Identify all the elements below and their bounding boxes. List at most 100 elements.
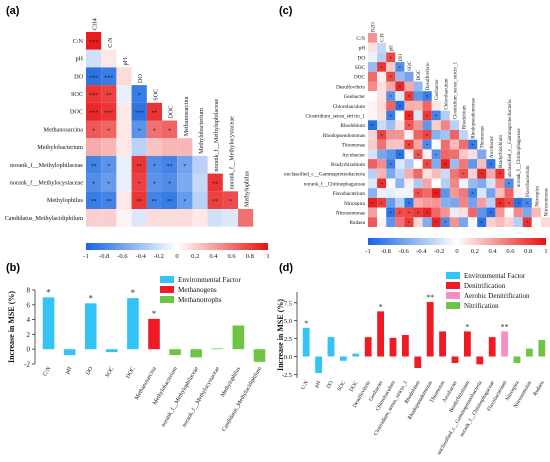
- heatmap-cell: [422, 100, 432, 111]
- significance-mark: *: [408, 125, 411, 130]
- heatmap-cell: [368, 207, 378, 218]
- heatmap-cell: [395, 139, 405, 150]
- heatmap-cell: [431, 178, 441, 189]
- row-label: Geobacter: [344, 94, 366, 100]
- row-label: SOC: [355, 65, 366, 71]
- heatmap-cell: [131, 138, 147, 156]
- heatmap-cell: [86, 155, 102, 174]
- col-label: unclassified_c__Gammaproteobacteria: [508, 99, 513, 178]
- heatmap-cell: [131, 191, 147, 209]
- bar: [463, 331, 471, 357]
- significance-mark: *: [379, 302, 383, 311]
- legend-label: Aerobic Denitrification: [464, 292, 530, 300]
- significance-mark: *: [183, 164, 186, 170]
- heatmap-cell: [377, 71, 387, 82]
- heatmap-cell: [477, 217, 487, 227]
- heatmap-cell: [177, 173, 193, 192]
- heatmap-cell: [377, 149, 387, 160]
- significance-mark: *: [153, 164, 156, 170]
- panel-label-b: (b): [6, 262, 20, 274]
- heatmap-cell: [504, 207, 514, 218]
- y-tick-label: 4: [27, 316, 31, 324]
- significance-mark: *: [183, 199, 186, 205]
- significance-mark: *: [426, 163, 429, 168]
- heatmap-cell: [377, 42, 387, 53]
- bar: [426, 302, 434, 357]
- heatmap-cell: [431, 207, 441, 218]
- heatmap-cell: [162, 120, 178, 139]
- heatmap-cell: [395, 100, 405, 111]
- significance-mark: *: [390, 163, 393, 168]
- heatmap-cell: [131, 102, 147, 121]
- heatmap-cell: [495, 178, 505, 189]
- significance-mark: *: [426, 134, 429, 139]
- heatmap-cell: [86, 138, 102, 156]
- heatmap-cell: [459, 159, 469, 169]
- colorbar-tick: 0: [175, 253, 178, 260]
- legend-label: Environmental Factor: [464, 272, 526, 280]
- bar: [127, 298, 139, 350]
- heatmap-cell: [404, 130, 414, 140]
- heatmap-cell: [422, 130, 432, 140]
- bar: [439, 331, 447, 357]
- category-label: norank_f__Methylophilaceae: [160, 365, 200, 428]
- heatmap-cell: [413, 178, 423, 189]
- colorbar-tick: 0.6: [506, 248, 515, 255]
- heatmap-cell: [131, 209, 147, 227]
- heatmap-cell: [177, 191, 193, 209]
- col-label: norank_f__Methylophilaceae: [213, 98, 220, 171]
- colorbar: [86, 243, 268, 250]
- heatmap-cell: [395, 130, 405, 140]
- col-label: Bradyrhizobium: [499, 135, 504, 168]
- significance-mark: *: [517, 202, 520, 207]
- significance-mark: *: [138, 181, 141, 187]
- heatmap-cell: [477, 168, 487, 179]
- significance-mark: *: [481, 173, 484, 178]
- heatmap-cell: [413, 207, 423, 218]
- panel-label-d: (d): [279, 262, 293, 274]
- heatmap-cell: [422, 188, 432, 198]
- heatmap-cell: [101, 120, 117, 139]
- colorbar-tick: 0.2: [191, 253, 199, 260]
- heatmap-cell: [395, 207, 405, 218]
- bar: [513, 356, 521, 363]
- heatmap-cell: [177, 138, 193, 156]
- heatmap-cell: [440, 217, 450, 227]
- bar: [501, 331, 509, 357]
- row-label: Methylobacterium: [37, 144, 83, 151]
- significance-mark: *: [380, 202, 383, 207]
- heatmap-cell: [222, 209, 238, 227]
- heatmap-cell: [459, 168, 469, 179]
- bar: [232, 325, 245, 350]
- significance-mark: ***: [89, 40, 98, 46]
- significance-mark: **: [91, 199, 97, 205]
- significance-mark: *: [399, 105, 402, 110]
- row-label: SOC: [71, 91, 83, 98]
- col-label: Geobacter: [435, 79, 440, 100]
- heatmap-cell: [413, 100, 423, 111]
- significance-mark: *: [399, 212, 402, 217]
- heatmap-cell: [101, 155, 117, 174]
- significance-mark: *: [408, 96, 411, 101]
- significance-mark: *: [304, 319, 308, 328]
- heatmap-cell: [386, 139, 396, 150]
- significance-mark: *: [508, 202, 511, 207]
- heatmap-cell: [413, 130, 423, 140]
- significance-mark: *: [490, 212, 493, 217]
- heatmap-cell: [468, 178, 478, 189]
- heatmap-cell: [368, 120, 378, 130]
- significance-mark: **: [501, 322, 509, 331]
- heatmap-cell: [431, 149, 441, 160]
- significance-mark: *: [399, 86, 402, 91]
- heatmap-cell: [513, 207, 523, 218]
- heatmap-cell: [162, 209, 178, 227]
- category-label: SOC: [105, 366, 116, 379]
- y-tick-label: 6: [27, 301, 31, 309]
- heatmap-cell: [431, 188, 441, 198]
- heatmap-cell: [413, 139, 423, 150]
- row-label: Nitrosomonas: [336, 210, 365, 216]
- heatmap-cell: [449, 120, 459, 130]
- heatmap-cell: [404, 188, 414, 198]
- heatmap-cell: [116, 102, 132, 121]
- significance-mark: *: [390, 115, 393, 120]
